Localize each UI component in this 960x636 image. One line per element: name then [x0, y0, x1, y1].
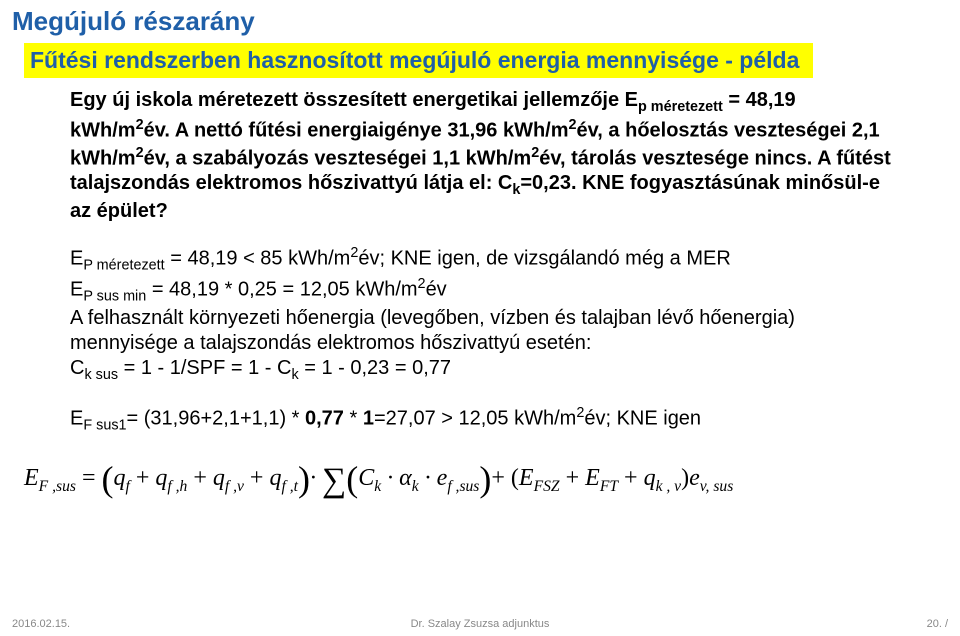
formula-e-f-sus: EF ,sus = (qf + qf ,h + qf ,v + qf ,t)· … [24, 458, 960, 500]
problem-paragraph: Egy új iskola méretezett összesített ene… [70, 88, 900, 224]
subtitle-highlight: Fűtési rendszerben hasznosított megújuló… [24, 43, 813, 78]
result-line: EF sus1= (31,96+2,1+1,1) * 0,77 * 1=27,0… [70, 404, 900, 435]
slide-footer: 2016.02.15. Dr. Szalay Zsuzsa adjunktus … [0, 618, 960, 630]
solution-paragraph: EP méretezett = 48,19 < 85 kWh/m2év; KNE… [70, 244, 900, 383]
page-title: Megújuló részarány [0, 0, 960, 37]
footer-author: Dr. Szalay Zsuzsa adjunktus [0, 618, 960, 630]
